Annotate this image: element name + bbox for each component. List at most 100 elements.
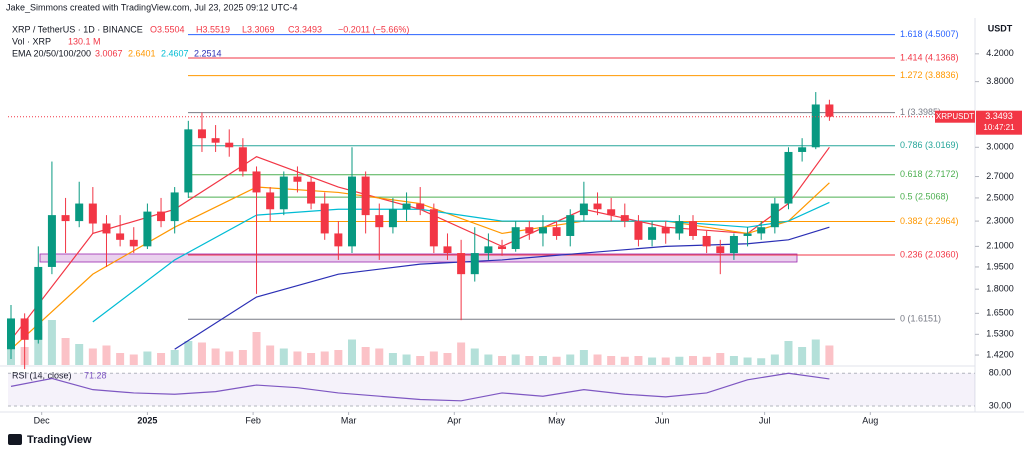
- volume-bar: [689, 356, 697, 365]
- ema-label: EMA 20/50/100/200: [12, 48, 91, 58]
- volume-bar: [102, 345, 111, 365]
- ema-value: 2.2514: [194, 48, 222, 58]
- candle-body: [7, 318, 15, 350]
- price-tag-symbol: XRPUSDT: [936, 112, 974, 121]
- rsi-line: [10, 372, 830, 402]
- logo-icon: [8, 434, 22, 445]
- candle-body: [307, 181, 316, 204]
- candle-body: [129, 239, 138, 247]
- candle-body: [661, 227, 670, 234]
- x-tick-label: Feb: [245, 415, 261, 425]
- candle-body: [238, 147, 247, 172]
- candle-body: [20, 318, 29, 340]
- candle-body: [429, 209, 438, 247]
- candle-body: [197, 129, 206, 139]
- fib-label: 0.382 (2.2964): [900, 216, 959, 226]
- candle-body: [743, 233, 752, 236]
- volume-bar: [566, 354, 575, 365]
- volume-bar: [238, 350, 247, 365]
- volume-bar: [129, 354, 138, 365]
- candle-body: [457, 253, 466, 275]
- y-tick-label: 1.8000: [986, 284, 1014, 294]
- volume-bar: [348, 339, 356, 365]
- candle-body: [47, 215, 56, 267]
- y-tick-label: 1.9500: [986, 261, 1014, 271]
- candle-body: [729, 235, 738, 254]
- volume-bar: [538, 356, 547, 365]
- volume-bar: [388, 353, 397, 365]
- volume-bar: [634, 356, 643, 365]
- volume-bar: [470, 348, 479, 365]
- rsi-label: RSI (14, close): [12, 370, 72, 380]
- candle-body: [784, 151, 793, 204]
- volume-bar: [429, 351, 438, 365]
- rsi-tick-label: 30.00: [989, 400, 1012, 410]
- candle-body: [184, 129, 193, 193]
- ohlc-value: H3.5519: [196, 24, 230, 34]
- rsi-tick-label: 80.00: [989, 368, 1012, 378]
- x-tick-label: Aug: [862, 415, 878, 425]
- candle-body: [225, 142, 234, 148]
- candle-body: [689, 221, 697, 236]
- x-tick-label: Dec: [34, 415, 51, 425]
- candle-body: [266, 192, 275, 210]
- volume-bar: [661, 357, 670, 365]
- candle-body: [402, 203, 411, 210]
- x-tick-label: Jun: [655, 415, 670, 425]
- volume-bar: [361, 347, 370, 365]
- candle-body: [511, 227, 520, 250]
- x-tick-label: May: [548, 415, 566, 425]
- volume-bar: [116, 353, 125, 365]
- volume-bar: [498, 356, 507, 365]
- candle-body: [770, 203, 779, 228]
- volume-bar: [334, 350, 343, 365]
- volume-bar: [293, 351, 302, 365]
- y-tick-label: 3.0000: [986, 142, 1014, 152]
- rsi-band: [8, 373, 975, 407]
- price-tag-box: [976, 110, 1022, 135]
- candle-body: [498, 246, 507, 250]
- candle-body: [825, 104, 834, 117]
- volume-bar: [648, 357, 657, 365]
- volume-bar: [784, 341, 793, 365]
- candle-body: [34, 266, 43, 340]
- candle-body: [525, 227, 534, 234]
- fib-label: 0.786 (3.0169): [900, 140, 959, 150]
- volume-bar: [484, 354, 493, 365]
- volume-bar: [375, 348, 384, 365]
- volume-bar: [402, 354, 411, 365]
- volume-last: 130.1 M: [68, 36, 101, 46]
- volume-bar: [743, 357, 752, 365]
- candle-body: [634, 221, 643, 240]
- candle-body: [143, 211, 152, 247]
- author: Jake_Simmons created with TradingView.co…: [6, 2, 297, 12]
- candle-body: [538, 227, 547, 234]
- volume-bar: [266, 345, 275, 365]
- candle-body: [607, 209, 616, 216]
- ema-value: 3.0067: [95, 48, 123, 58]
- price-tag-countdown: 10:47:21: [983, 123, 1015, 132]
- volume-bar: [525, 356, 534, 365]
- volume-bar: [225, 351, 234, 365]
- candle-body: [157, 211, 166, 222]
- candle-body: [757, 227, 766, 234]
- volume-bar: [88, 348, 97, 365]
- candle-body: [470, 253, 479, 275]
- volume-bar: [607, 356, 616, 365]
- volume-bar: [620, 356, 629, 365]
- candle-body: [61, 215, 70, 222]
- y-tick-label: 2.7000: [986, 171, 1014, 181]
- fib-label: 1.272 (3.8836): [900, 70, 959, 80]
- candle-body: [252, 171, 261, 193]
- candle-body: [211, 138, 220, 143]
- y-tick-label: 2.3000: [986, 215, 1014, 225]
- y-tick-label: 1.6500: [986, 308, 1014, 318]
- price-tag-bg: [935, 110, 975, 123]
- volume-bar: [279, 348, 288, 365]
- ohlc-value: O3.5504: [150, 24, 185, 34]
- candle-body: [334, 233, 343, 247]
- support-zone: [39, 253, 798, 263]
- ema-line: [174, 226, 830, 350]
- y-tick-label: 2.5000: [986, 192, 1014, 202]
- candle-body: [484, 246, 493, 254]
